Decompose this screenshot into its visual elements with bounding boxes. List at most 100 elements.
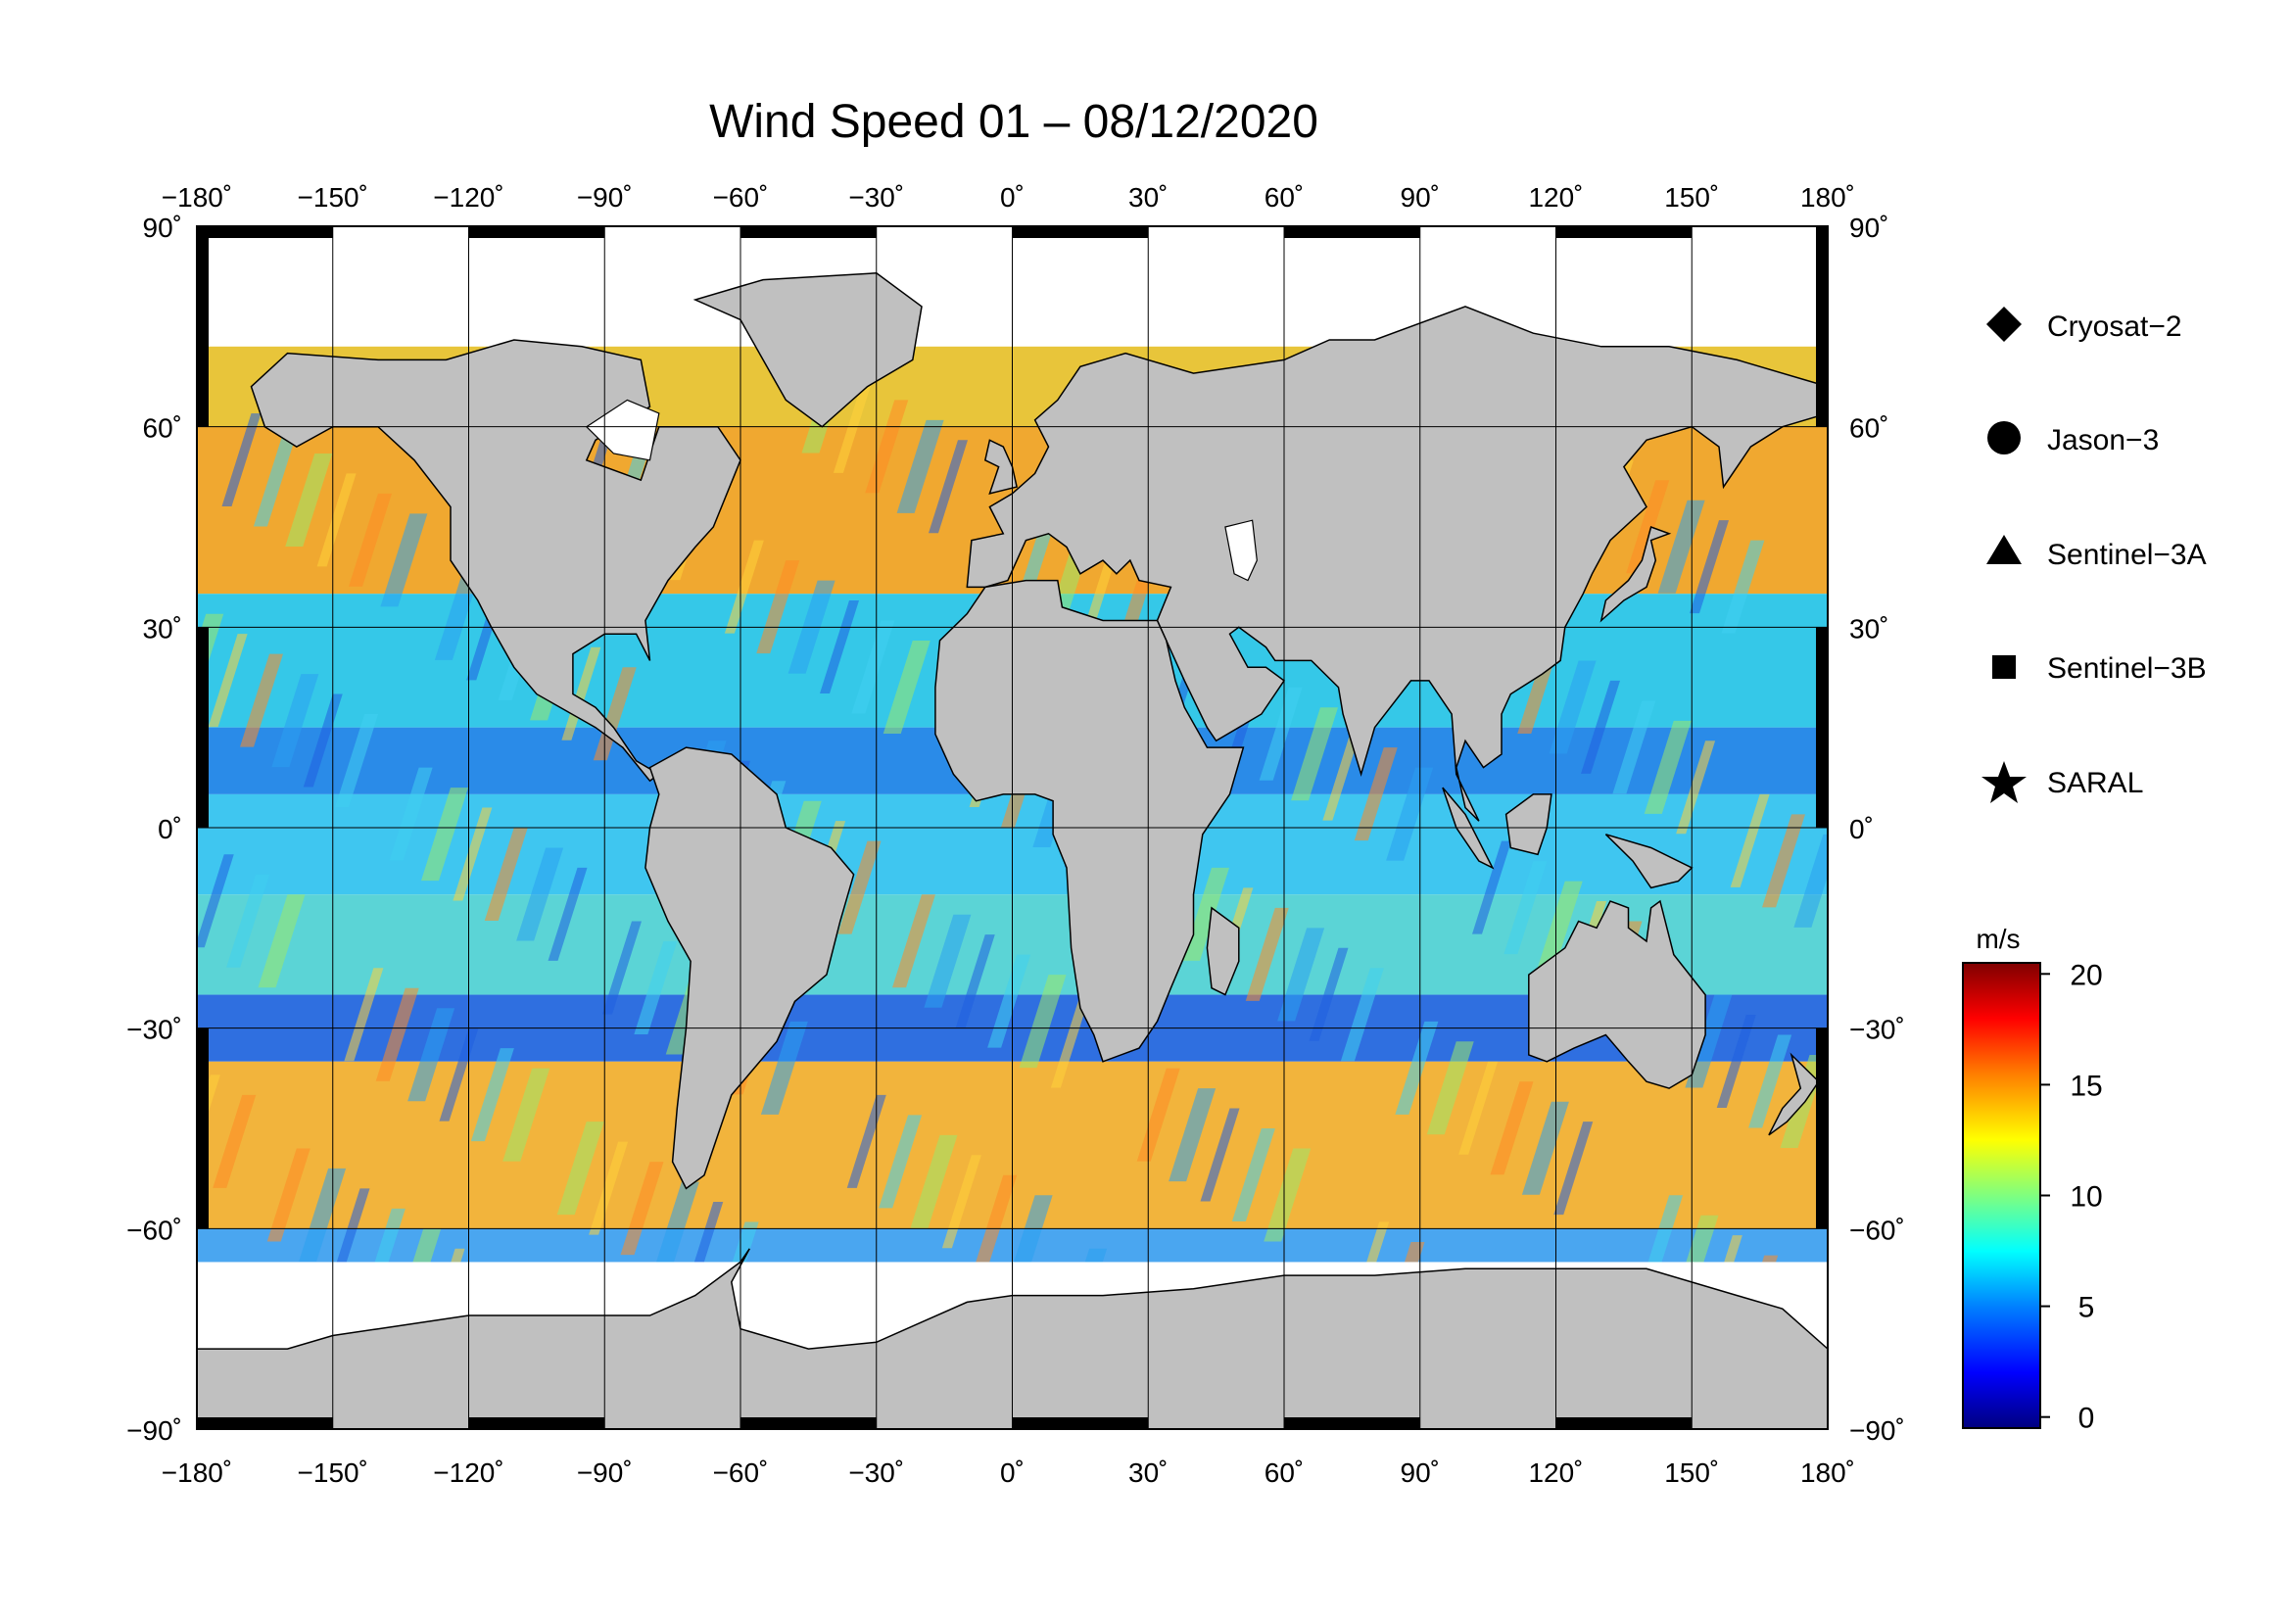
altimeter-swath: [837, 840, 882, 934]
altimeter-swath: [1322, 727, 1362, 821]
longitude-label: −90˚: [577, 1457, 633, 1488]
altimeter-swath: [602, 921, 642, 1015]
altimeter-swath: [516, 847, 564, 941]
land-australia: [1528, 899, 1706, 1089]
longitude-label: 0˚: [1000, 1457, 1025, 1488]
longitude-label: 90˚: [1401, 182, 1440, 213]
latitude-label: 60˚: [143, 413, 182, 444]
frame-bar-right: [1816, 627, 1828, 828]
legend-item-sentinel-3b: Sentinel−3B: [1992, 652, 2207, 685]
altimeter-swath: [240, 653, 283, 747]
longitude-label: −180˚: [162, 182, 232, 213]
latitude-label: −60˚: [1849, 1215, 1905, 1245]
land-madagascar: [1206, 906, 1240, 996]
longitude-label: −60˚: [713, 182, 769, 213]
longitude-label: 180˚: [1800, 1457, 1855, 1488]
altimeter-swath: [929, 440, 968, 534]
longitude-label: −30˚: [848, 1457, 904, 1488]
altimeter-swath: [1521, 1101, 1569, 1195]
altimeter-swath: [1426, 1041, 1474, 1135]
frame-bar-bottom: [197, 1417, 333, 1429]
caspian-sea: [1224, 519, 1258, 582]
longitude-label: 60˚: [1265, 182, 1304, 213]
colorbar-gradient: [1962, 962, 2041, 1429]
altimeter-swath: [941, 1155, 981, 1249]
frame-bar-top: [468, 226, 605, 238]
colorbar-tick-label: 0: [2078, 1403, 2095, 1435]
frame-bar-bottom: [1284, 1417, 1420, 1429]
altimeter-swath: [924, 914, 972, 1008]
diamond-icon: [1986, 307, 2022, 342]
frame-bar-left: [197, 1027, 209, 1229]
altimeter-swath: [1676, 740, 1716, 835]
longitude-label: −150˚: [298, 1457, 368, 1488]
map-panel: [196, 225, 1829, 1430]
altimeter-swath: [820, 600, 859, 694]
colorbar-tick-label: 5: [2078, 1292, 2095, 1324]
triangle-icon: [1986, 535, 2022, 564]
altimeter-swath: [1690, 520, 1729, 614]
altimeter-swath: [221, 413, 262, 507]
altimeter-swath: [1354, 747, 1398, 841]
frame-bar-bottom: [468, 1417, 605, 1429]
latitude-label: −30˚: [1849, 1015, 1905, 1045]
altimeter-swath: [548, 867, 588, 961]
altimeter-swath: [634, 940, 678, 1034]
frame-bar-top: [1555, 226, 1693, 238]
altimeter-swath: [213, 1094, 257, 1188]
legend-label: Sentinel−3A: [2047, 539, 2207, 571]
altimeter-swath: [896, 419, 944, 513]
longitude-label: 60˚: [1265, 1457, 1304, 1488]
altimeter-swath: [1245, 907, 1289, 1001]
frame-bar-right: [1816, 1027, 1828, 1229]
altimeter-swath: [1685, 994, 1733, 1088]
satellite-legend: Cryosat−2 Jason−3 Sentinel−3A Sentinel−3…: [1981, 307, 2207, 803]
map-frame-bars: [197, 226, 1828, 1429]
legend-item-sentinel-3a: Sentinel−3A: [1986, 535, 2207, 571]
altimeter-swath: [1730, 793, 1770, 887]
legend-label: Jason−3: [2047, 424, 2159, 456]
altimeter-swath: [620, 1162, 664, 1256]
altimeter-swath: [266, 1148, 310, 1242]
altimeter-swath: [1748, 1034, 1792, 1128]
altimeter-swath: [974, 1174, 1018, 1268]
altimeter-swath: [561, 646, 601, 740]
altimeter-swath: [335, 714, 379, 808]
altimeter-swath: [1535, 881, 1583, 975]
longitude-label: −60˚: [713, 1457, 769, 1488]
altimeter-swath: [1182, 867, 1229, 961]
altimeter-swath: [470, 1048, 514, 1142]
longitude-labels-bottom: −180˚ −150˚ −120˚ −90˚ −60˚ −30˚ 0˚ 30˚ 60˚ 90˚ 12…: [162, 1457, 1855, 1488]
latitude-labels-left: 90˚ 60˚ 30˚ 0˚ −30˚ −60˚ −90˚: [126, 213, 182, 1446]
altimeter-swath: [1721, 540, 1765, 634]
frame-bar-bottom: [1012, 1417, 1149, 1429]
latitude-label: 90˚: [1849, 213, 1888, 243]
altimeter-swath: [453, 807, 493, 901]
altimeter-swath: [1169, 1088, 1217, 1182]
frame-bar-top: [740, 226, 877, 238]
altimeter-swath: [1264, 1148, 1312, 1242]
frame-bar-bottom: [740, 1417, 877, 1429]
altimeter-swath: [330, 1188, 370, 1282]
altimeter-swath: [1231, 1128, 1275, 1221]
altimeter-swath: [407, 1008, 455, 1102]
colorbar-unit: m/s: [1976, 924, 2020, 954]
legend-label: Cryosat−2: [2047, 310, 2182, 343]
colorbar-tick-label: 10: [2070, 1181, 2102, 1214]
latitude-label: −60˚: [126, 1215, 182, 1245]
frame-bar-right: [1816, 226, 1828, 427]
longitude-label: 180˚: [1800, 182, 1855, 213]
altimeter-swath: [851, 620, 895, 714]
altimeter-swath: [589, 1141, 629, 1235]
longitude-label: 90˚: [1401, 1457, 1440, 1488]
longitude-label: 120˚: [1528, 182, 1583, 213]
altimeter-swath: [955, 934, 995, 1028]
frame-bar-left: [197, 226, 209, 427]
longitude-label: 150˚: [1664, 1457, 1719, 1488]
altimeter-swath: [1277, 928, 1325, 1022]
latitude-labels-right: 90˚ 60˚ 30˚ 0˚ −30˚ −60˚ −90˚: [1849, 213, 1905, 1446]
latitude-label: 0˚: [1849, 814, 1874, 844]
altimeter-swath: [1793, 834, 1828, 928]
altimeter-swath: [316, 473, 357, 567]
altimeter-swath: [389, 767, 433, 861]
